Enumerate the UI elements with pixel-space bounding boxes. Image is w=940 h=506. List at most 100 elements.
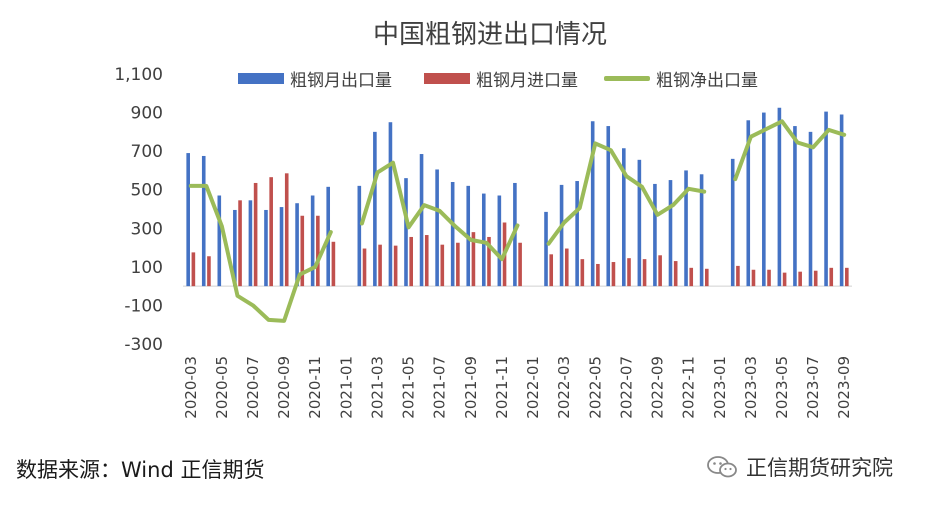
bar-export	[248, 200, 253, 287]
bar-export	[622, 148, 626, 287]
bar-import	[456, 242, 460, 287]
bar-export	[559, 184, 564, 287]
bar-export	[357, 185, 362, 287]
bar-import	[689, 267, 694, 287]
x-tick-label: 2020-07	[244, 356, 262, 419]
x-tick-label: 2022-03	[555, 356, 573, 419]
bar-export	[575, 181, 579, 287]
bar-export	[730, 158, 735, 287]
x-tick-label: 2022-01	[524, 356, 542, 419]
bar-export	[668, 180, 673, 287]
bar-export	[777, 107, 782, 287]
x-tick-label: 2020-09	[275, 356, 293, 419]
watermark-text: 正信期货研究院	[746, 456, 893, 480]
x-tick-label: 2022-11	[680, 356, 698, 419]
bar-import	[362, 248, 367, 287]
bar-export	[310, 195, 315, 287]
legend-swatch-net	[604, 76, 650, 81]
y-tick-label: 1,100	[114, 65, 163, 85]
y-tick-label: -300	[124, 335, 163, 355]
bar-import	[440, 244, 445, 287]
bar-import	[409, 236, 413, 287]
bar-export	[373, 131, 377, 287]
x-tick-label: 2020-03	[182, 356, 200, 419]
legend-label-net: 粗钢净出口量	[656, 71, 758, 91]
net-export-line	[546, 141, 707, 246]
bar-import	[829, 267, 834, 287]
x-tick-label: 2023-03	[742, 356, 760, 419]
x-tick-label: 2021-07	[431, 356, 449, 419]
bar-import	[316, 215, 320, 287]
bar-export	[481, 193, 486, 287]
bar-import	[549, 254, 554, 287]
x-tick-label: 2023-01	[711, 356, 729, 419]
bar-export	[544, 211, 548, 287]
x-tick-label: 2021-01	[337, 356, 355, 419]
bar-export	[217, 195, 222, 287]
bar-import	[253, 182, 258, 287]
bar-export	[264, 209, 268, 287]
bar-export	[839, 114, 844, 287]
bar-export	[497, 195, 502, 287]
bar-export	[762, 112, 766, 287]
chart-title: 中国粗钢进出口情况	[372, 20, 607, 50]
bar-import	[471, 232, 476, 287]
bar-import	[596, 263, 600, 287]
bar-import	[798, 271, 802, 287]
bar-import	[845, 267, 849, 287]
bar-export	[435, 169, 439, 287]
watermark: 正信期货研究院	[706, 452, 893, 482]
bar-export	[233, 209, 237, 287]
bar-import	[518, 242, 522, 287]
x-tick-label: 2023-07	[804, 356, 822, 419]
y-tick-label: 700	[131, 142, 163, 162]
bar-export	[201, 155, 206, 287]
bar-import	[782, 272, 787, 287]
legend-label-export: 粗钢月出口量	[290, 71, 392, 91]
bar-export	[637, 159, 642, 287]
source-note: 数据来源：Wind 正信期货	[16, 458, 265, 482]
x-tick-label: 2023-09	[835, 356, 853, 419]
bar-import	[642, 259, 647, 287]
bar-import	[300, 215, 305, 287]
bar-export	[746, 120, 751, 287]
bar-import	[269, 177, 273, 287]
net-export-line	[733, 119, 847, 182]
bar-import	[393, 245, 398, 287]
bar-import	[331, 241, 336, 287]
wechat-icon	[707, 456, 737, 478]
x-tick-label: 2020-05	[213, 356, 231, 419]
x-tick-label: 2021-09	[462, 356, 480, 419]
y-tick-label: 100	[131, 258, 163, 278]
x-tick-label: 2023-05	[773, 356, 791, 419]
bar-import	[658, 255, 662, 287]
net-export-line	[188, 183, 333, 323]
bar-export	[606, 126, 611, 287]
legend-label-import: 粗钢月进口量	[476, 71, 578, 91]
bar-export	[186, 153, 190, 287]
legend-swatch-import	[424, 73, 470, 84]
y-tick-label: 300	[131, 219, 163, 239]
bar-import	[704, 268, 709, 287]
bar-export	[295, 203, 299, 287]
bar-export	[684, 170, 688, 287]
bar-import	[564, 248, 569, 287]
x-tick-label: 2022-09	[649, 356, 667, 419]
bar-import	[238, 200, 242, 287]
x-tick-label: 2021-11	[493, 356, 511, 419]
x-tick-label: 2022-05	[586, 356, 604, 419]
x-tick-label: 2020-11	[306, 356, 324, 419]
bar-import	[191, 252, 196, 287]
bar-export	[419, 154, 424, 287]
bar-import	[378, 244, 382, 287]
net-export-line	[359, 160, 520, 262]
bar-import	[580, 259, 585, 287]
bar-import	[487, 236, 491, 287]
bar-export	[824, 111, 828, 287]
legend-item-import: 粗钢月进口量	[424, 66, 578, 91]
bar-import	[813, 270, 818, 287]
bar-import	[767, 269, 771, 287]
bar-export	[279, 207, 284, 287]
legend-item-net: 粗钢净出口量	[604, 66, 758, 91]
